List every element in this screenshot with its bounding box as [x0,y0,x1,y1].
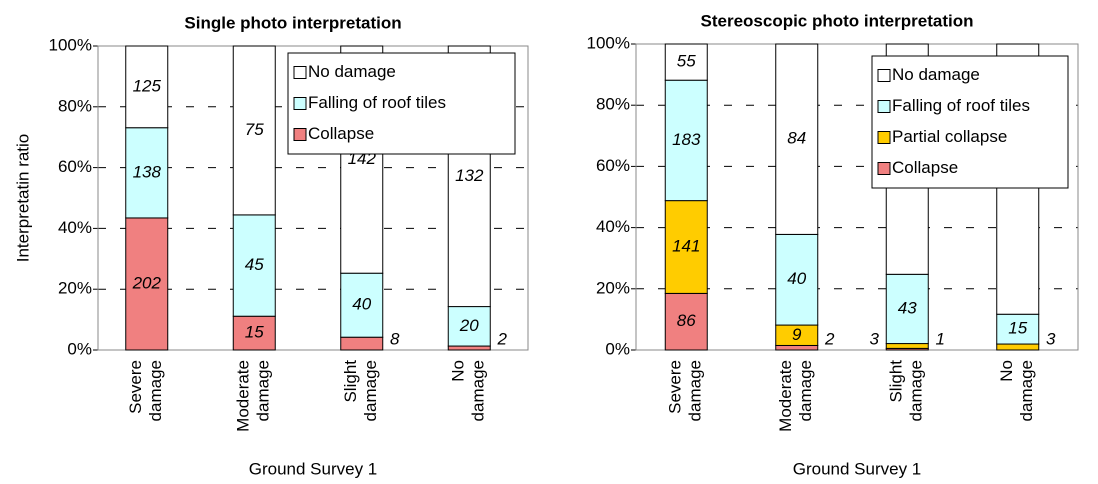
bar-segment [996,343,1040,351]
legend-swatch [877,69,891,82]
legend-label: Partial collapse [892,127,1007,146]
value-label: 183 [672,130,701,149]
y-tick-label: 60% [596,156,630,175]
legend-label: Falling of roof tiles [308,93,446,112]
bar-segment [340,336,384,351]
x-tick-label: damage [469,360,488,421]
x-tick-label: damage [146,360,165,421]
legend-box [871,55,1069,189]
bar-segment [775,344,819,351]
x-tick-label: damage [361,360,380,421]
y-axis-title: Interpretatin ratio [13,134,32,263]
x-tick-label: Slight [887,360,906,403]
legend-label: No damage [892,65,980,84]
value-label: 43 [898,298,917,317]
bar-segment [996,313,1040,345]
legend-swatch [293,66,307,79]
value-label: 125 [133,76,162,95]
x-tick-label: Severe [666,360,685,414]
x-tick-label: No [449,360,468,382]
x-tick-label: No [997,360,1016,382]
bar-segment [664,43,708,81]
bar-segment [885,273,929,345]
value-label: 40 [787,269,806,288]
legend-label: Collapse [892,158,958,177]
bar-segment [232,214,276,317]
y-tick-label: 0% [67,339,92,358]
value-label: 138 [133,162,162,181]
value-label: 3 [870,329,880,348]
bar-segment [664,79,708,202]
legend-label: No damage [308,62,396,81]
y-tick-label: 40% [58,218,92,237]
bar-segment [232,315,276,351]
value-label: 2 [497,329,508,348]
y-tick-label: 20% [596,278,630,297]
legend-label: Collapse [308,124,374,143]
x-tick-label: damage [686,360,705,421]
value-label: 15 [1008,319,1027,338]
value-label: 9 [792,325,802,344]
y-tick-label: 80% [596,95,630,114]
chart-title: Stereoscopic photo interpretation [701,11,974,30]
value-label: 8 [390,329,400,348]
value-label: 84 [787,129,806,148]
value-label: 20 [459,316,479,335]
bar-segment [125,127,169,219]
bar-segment [775,43,819,235]
bar-segment [125,45,169,129]
value-label: 40 [352,295,371,314]
bar-segment [232,45,276,216]
y-tick-label: 100% [49,35,92,54]
value-label: 141 [672,236,700,255]
legend-swatch [877,100,891,113]
chart-title: Single photo interpretation [184,13,401,32]
x-tick-label: damage [907,360,926,421]
legend-box [287,52,516,155]
y-tick-label: 100% [587,33,630,52]
value-label: 202 [132,273,162,292]
value-label: 45 [245,255,264,274]
value-label: 75 [245,120,264,139]
bar-segment [340,272,384,338]
value-label: 1 [936,329,945,348]
x-tick-label: Slight [341,360,360,403]
plot-frame [97,45,529,351]
bar-segment [447,345,491,351]
x-axis-title: Ground Survey 1 [249,459,378,478]
bar-segment [664,200,708,294]
x-tick-label: damage [796,360,815,421]
y-tick-label: 0% [605,339,630,358]
x-tick-label: Severe [126,360,145,414]
value-label: 132 [455,166,484,185]
y-tick-label: 60% [58,157,92,176]
bar-segment [664,292,708,351]
y-tick-label: 40% [596,217,630,236]
x-tick-label: damage [254,360,273,421]
bar-segment [447,306,491,347]
legend-swatch [877,162,891,175]
y-tick-label: 80% [58,96,92,115]
plot-frame [635,43,1079,351]
x-axis-title: Ground Survey 1 [793,459,922,478]
value-label: 86 [677,311,696,330]
legend-swatch [293,128,307,141]
value-label: 15 [245,323,264,342]
legend-swatch [877,131,891,144]
value-label: 2 [824,329,835,348]
x-tick-label: Moderate [776,360,795,432]
y-tick-label: 20% [58,279,92,298]
x-tick-label: damage [1017,360,1036,421]
x-tick-label: Moderate [234,360,253,432]
bar-segment [885,343,929,349]
legend-label: Falling of roof tiles [892,96,1030,115]
value-label: 3 [1046,329,1056,348]
legend-swatch [293,97,307,110]
value-label: 55 [677,52,696,71]
